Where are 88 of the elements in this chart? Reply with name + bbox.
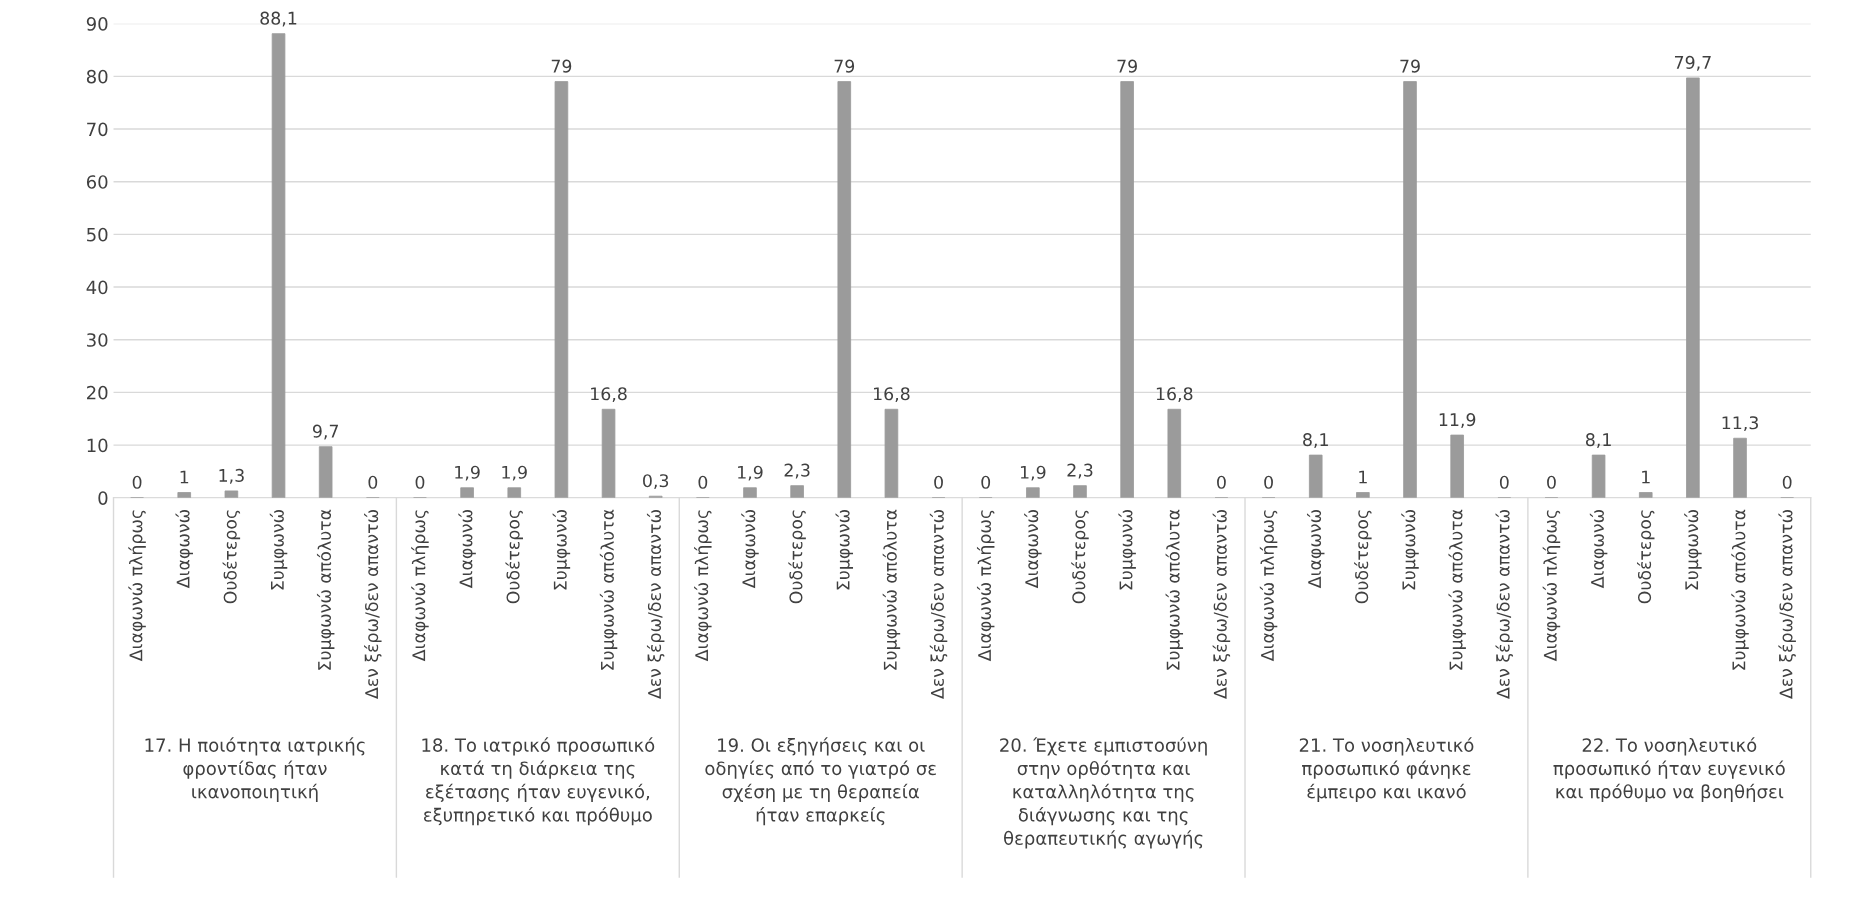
data-label: 11,9 [1439,413,1476,428]
data-label: 16,8 [591,387,627,403]
y-tick-label: 80 [86,69,108,84]
data-label: 2,3 [784,463,810,479]
data-label: 0 [132,475,142,489]
data-label: 2,3 [1067,463,1093,479]
x-tick-label: Συμφωνώ [1401,510,1419,590]
data-label: 0 [1264,475,1273,489]
x-tick-label: Διαφωνώ πλήρως [1259,510,1278,662]
y-tick-label: 10 [87,438,108,453]
data-label: 1,9 [738,465,763,481]
x-tick-label: Διαφωνώ [1024,510,1042,589]
x-tick-label: Συμφωνώ απόλυτα [882,509,901,670]
x-tick-label: Δεν ξέρω/δεν απαντώ [1212,510,1231,699]
data-label: 79 [551,59,572,73]
data-label: 0 [415,475,425,489]
x-tick-label: Διαφωνώ [741,510,759,589]
x-tick-label: Συμφωνώ απόλυτα [1165,509,1184,670]
x-tick-label: Δεν ξέρω/δεν απαντώ [364,510,382,699]
x-tick-label: Ουδέτερος [505,510,524,604]
text: 19. Οι εξηγήσεις και οι οδηγίες από το γιατρό σε σχέση με τη θεραπεία ήταν επαρκείς [705,737,936,826]
text: 21. Το νοσηλευτικό προσωπικό φάνηκε έμπειρο και ικανό [1299,737,1474,802]
x-tick-label: Ουδέτερος [222,510,241,604]
data-label: 1,9 [1020,465,1046,481]
x-tick-label: Διαφωνώ πλήρως [128,510,146,662]
data-label: 0,3 [643,474,669,490]
y-tick-label: 30 [87,333,108,347]
x-tick-label: Διαφωνώ πλήρως [694,510,712,662]
x-tick-label: Διαφωνώ [175,510,193,589]
data-label: 1,9 [455,465,480,481]
x-tick-label: Ουδέτερος [788,510,806,604]
data-label: 16,8 [1156,387,1193,403]
text: 18. Το ιατρικό προσωπικό κατά τη διάρκεια της εξέτασης ήταν ευγενικό, εξυπηρετικό και πρόθυμο [422,737,655,826]
x-tick-label: Διαφωνώ [1306,510,1325,589]
text: 22. Το νοσηλευτικό προσωπικό ήταν ευγενικό και πρόθυμο να βοηθήσει [1553,737,1785,802]
data-label: 1,9 [502,465,527,481]
y-tick-label: 70 [87,122,108,137]
x-tick-label: Συμφωνώ [1118,510,1136,590]
x-tick-label: Ουδέτερος [1354,510,1372,604]
data-label: 8,1 [1303,433,1328,448]
y-tick-label: 90 [86,17,108,31]
x-tick-label: Διαφωνώ πλήρως [1542,510,1561,662]
x-tick-label: Δεν ξέρω/δεν απαντώ [1495,510,1514,699]
y-tick-label: 20 [87,385,108,400]
x-tick-label: Διαφωνώ πλήρως [976,510,995,662]
x-tick-label: Συμφωνώ [269,510,288,590]
x-tick-label: Ουδέτερος [1071,510,1089,604]
data-label: 1 [1359,470,1367,484]
x-tick-label: Συμφωνώ απόλυτα [1448,509,1466,670]
data-label: 79 [1117,59,1137,73]
x-tick-label: Συμφωνώ [835,510,854,590]
x-tick-label: Συμφωνώ απόλυτα [599,509,618,670]
data-label: 88,1 [260,11,297,27]
data-label: 0 [1217,475,1226,489]
x-tick-label: Δεν ξέρω/δεν απαντώ [1778,510,1796,699]
data-label: 79 [834,59,855,73]
text: 17. Η ποιότητα ιατρικής φροντίδας ήταν ικανοποιητική [145,737,365,802]
x-tick-label: Δεν ξέρω/δεν απαντώ [646,510,665,699]
x-tick-label: Διαφωνώ πλήρως [411,510,429,662]
data-label: 1,3 [219,468,244,484]
data-label: 79,7 [1674,55,1711,71]
data-label: 8,1 [1585,433,1611,448]
y-tick-label: 0 [98,491,108,505]
y-tick-label: 40 [86,280,108,295]
data-label: 0 [1782,475,1792,489]
data-label: 0 [1547,475,1556,489]
data-label: 79 [1400,59,1420,73]
x-tick-label: Δεν ξέρω/δεν απαντώ [929,510,948,699]
y-tick-label: 60 [86,175,108,189]
x-tick-label: Συμφωνώ [552,510,571,590]
data-label: 1 [180,470,189,484]
data-label: 16,8 [874,387,910,403]
data-label: 1 [1642,470,1650,484]
data-label: 0 [1499,475,1509,489]
data-label: 9,7 [312,424,338,440]
x-tick-label: Διαφωνώ [458,510,476,589]
y-tick-label: 50 [87,227,108,242]
data-label: 0 [698,475,708,489]
data-label: 11,3 [1722,416,1758,432]
x-tick-label: Ουδέτερος [1636,510,1655,604]
data-label: 0 [368,475,378,489]
text: 20. Έχετε εμπιστοσύνη στην ορθότητα και καταλληλότητα της διάγνωσης και της θεραπευτικής αγωγής [1000,737,1207,849]
x-tick-label: Διαφωνώ [1589,510,1608,589]
x-tick-label: Συμφωνώ [1684,510,1702,590]
data-label: 0 [934,475,943,489]
data-label: 0 [981,475,991,489]
x-tick-label: Συμφωνώ απόλυτα [316,509,335,670]
x-tick-label: Συμφωνώ απόλυτα [1731,509,1749,670]
